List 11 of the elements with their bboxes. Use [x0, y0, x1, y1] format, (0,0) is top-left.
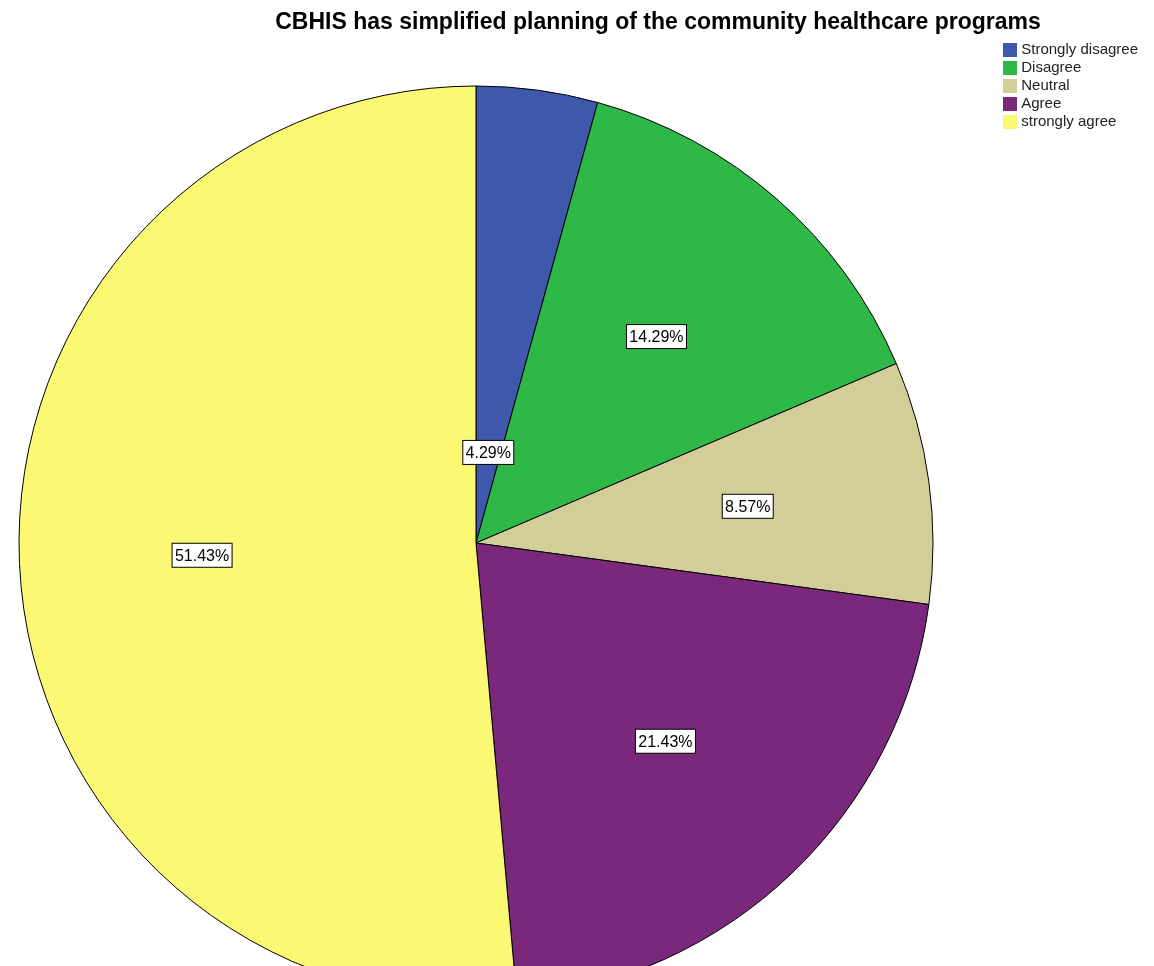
legend-label: strongly agree	[1021, 112, 1117, 129]
data-label: 21.43%	[638, 732, 693, 750]
legend-label: Neutral	[1021, 76, 1070, 93]
legend-label: Disagree	[1021, 58, 1082, 75]
data-label: 51.43%	[174, 546, 230, 564]
data-label: 14.29%	[629, 328, 684, 346]
data-label: 4.29%	[465, 443, 511, 461]
legend-label: Strongly disagree	[1021, 40, 1138, 57]
legend-label: Agree	[1021, 94, 1062, 111]
chart-title: CBHIS has simplified planning of the community healthcare programs	[274, 8, 1042, 36]
data-label: 8.57%	[725, 497, 771, 515]
